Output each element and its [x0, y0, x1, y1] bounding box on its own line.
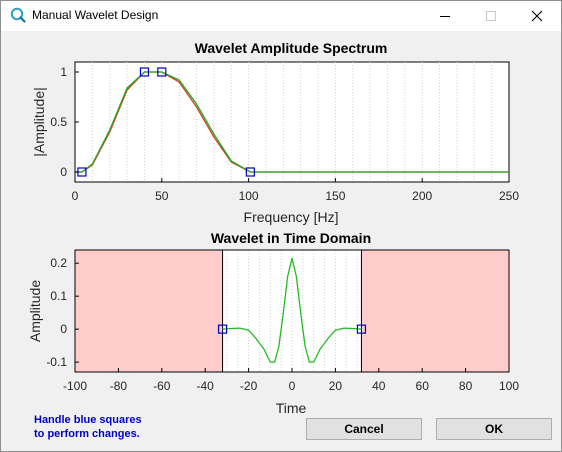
- spectrum-control-handle[interactable]: [77, 167, 87, 177]
- hint-line-1: Handle blue squares: [34, 414, 142, 426]
- spectrum-plot-area: [74, 61, 510, 183]
- time-y-tick-label: 0.1: [50, 289, 67, 303]
- minimize-icon: [440, 16, 450, 17]
- minimize-button[interactable]: [422, 1, 468, 31]
- ok-button[interactable]: OK: [436, 418, 552, 440]
- hint-line-2: to perform changes.: [34, 428, 140, 440]
- spectrum-chart-title: Wavelet Amplitude Spectrum: [195, 40, 388, 56]
- time-x-tick-label: 80: [459, 379, 473, 393]
- time-x-tick-label: 0: [289, 379, 296, 393]
- time-y-tick-label: -0.1: [46, 355, 67, 369]
- spectrum-x-tick-label: 200: [412, 189, 432, 203]
- close-icon: [531, 10, 543, 22]
- time-x-tick-label: 20: [329, 379, 343, 393]
- spectrum-chart: Wavelet Amplitude Spectrum 0 50 100 150 200 2…: [31, 40, 519, 225]
- plot-canvas: Wavelet Amplitude Spectrum 0 50 100 150 200 2…: [27, 40, 519, 416]
- time-y-axis-label: Amplitude: [27, 280, 43, 342]
- app-icon: [10, 7, 26, 23]
- spectrum-x-tick-label: 50: [155, 189, 169, 203]
- spectrum-x-axis-label: Frequency [Hz]: [244, 209, 339, 225]
- spectrum-x-tick-label: 0: [72, 189, 79, 203]
- time-x-axis-label: Time: [276, 400, 307, 416]
- time-x-tick-label: -20: [240, 379, 258, 393]
- time-domain-chart: Wavelet in Time Domain -100 -80 -60 -40 -20 0…: [27, 230, 519, 416]
- time-x-tick-label: 100: [499, 379, 519, 393]
- spectrum-control-handle[interactable]: [157, 67, 167, 77]
- time-x-tick-label: -100: [63, 379, 87, 393]
- maximize-button[interactable]: [468, 1, 514, 31]
- close-button[interactable]: [514, 1, 560, 31]
- spectrum-y-tick-label: 0: [60, 165, 67, 179]
- spectrum-y-tick-label: 0.5: [50, 115, 67, 129]
- spectrum-x-tick-label: 150: [325, 189, 345, 203]
- maximize-icon: [486, 11, 496, 21]
- title-bar: Manual Wavelet Design: [1, 1, 561, 31]
- time-x-tick-label: -40: [197, 379, 215, 393]
- time-x-tick-label: -60: [153, 379, 171, 393]
- cancel-button[interactable]: Cancel: [306, 418, 422, 440]
- time-control-handle[interactable]: [217, 324, 228, 334]
- spectrum-control-handle[interactable]: [139, 67, 150, 77]
- spectrum-x-tick-label: 100: [239, 189, 259, 203]
- window-title: Manual Wavelet Design: [32, 8, 159, 22]
- spectrum-control-handle[interactable]: [245, 167, 255, 177]
- time-x-tick-label: -80: [110, 379, 128, 393]
- time-shaded-region: [361, 250, 509, 372]
- time-control-handle[interactable]: [356, 324, 367, 334]
- time-x-tick-label: 40: [372, 379, 386, 393]
- time-x-tick-label: 60: [416, 379, 430, 393]
- spectrum-x-tick-label: 250: [499, 189, 519, 203]
- time-y-tick-label: 0.2: [50, 256, 67, 270]
- time-y-tick-label: 0: [60, 322, 67, 336]
- spectrum-series-line: [75, 71, 509, 173]
- time-shaded-region: [75, 250, 223, 372]
- spectrum-y-axis-label: |Amplitude|: [31, 87, 47, 157]
- spectrum-y-tick-label: 1: [60, 65, 67, 79]
- instruction-hint: Handle blue squares to perform changes.: [34, 413, 142, 441]
- wavelet-series-line: [222, 257, 362, 363]
- time-chart-title: Wavelet in Time Domain: [211, 230, 371, 246]
